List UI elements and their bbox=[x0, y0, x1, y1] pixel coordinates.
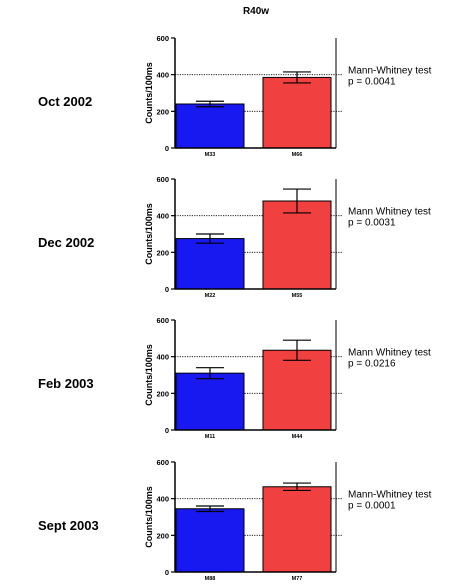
bar bbox=[175, 238, 245, 290]
category-label: M77 bbox=[292, 576, 303, 582]
y-tick-label: 600 bbox=[156, 458, 169, 467]
y-tick-label: 0 bbox=[165, 285, 169, 294]
y-tick-label: 400 bbox=[156, 495, 169, 504]
test-name: Mann-Whitney test bbox=[348, 66, 432, 77]
bar bbox=[262, 200, 332, 290]
y-tick-label: 200 bbox=[156, 107, 169, 116]
y-tick-label: 0 bbox=[165, 144, 169, 153]
bar bbox=[175, 372, 245, 431]
category-label: M55 bbox=[292, 293, 303, 299]
p-value: p = 0.0001 bbox=[348, 501, 396, 512]
y-axis-label: Counts/100ms bbox=[144, 203, 154, 265]
y-axis-label: Counts/100ms bbox=[144, 486, 154, 548]
y-tick-label: 400 bbox=[156, 212, 169, 221]
y-tick-label: 600 bbox=[156, 316, 169, 325]
bar bbox=[175, 103, 245, 149]
y-tick-label: 400 bbox=[156, 353, 169, 362]
chart-title: R40w bbox=[243, 6, 269, 17]
y-axis-label: Counts/100ms bbox=[144, 62, 154, 124]
bar bbox=[175, 508, 245, 573]
panels: Oct 2002 Counts/100ms M33 M66 0 200 400 600 Mann… bbox=[38, 34, 432, 582]
test-name: Mann Whitney test bbox=[348, 207, 431, 218]
p-value: p = 0.0041 bbox=[348, 77, 396, 88]
y-tick-label: 200 bbox=[156, 531, 169, 540]
chart-panel: Sept 2003 Counts/100ms M88 M77 0 200 400 600 Man… bbox=[38, 458, 432, 582]
y-tick-label: 200 bbox=[156, 248, 169, 257]
row-label: Sept 2003 bbox=[38, 518, 99, 533]
y-tick-label: 0 bbox=[165, 426, 169, 435]
row-label: Feb 2003 bbox=[38, 376, 94, 391]
bar bbox=[262, 486, 332, 573]
category-label: M44 bbox=[292, 434, 304, 440]
chart-panel: Oct 2002 Counts/100ms M33 M66 0 200 400 600 Mann… bbox=[38, 34, 432, 158]
p-value: p = 0.0216 bbox=[348, 359, 396, 370]
category-label: M22 bbox=[205, 293, 216, 299]
bar bbox=[262, 76, 332, 149]
category-label: M33 bbox=[205, 152, 216, 158]
bar bbox=[262, 349, 332, 431]
y-tick-label: 400 bbox=[156, 71, 169, 80]
category-label: M88 bbox=[205, 576, 216, 582]
y-tick-label: 200 bbox=[156, 389, 169, 398]
row-label: Dec 2002 bbox=[38, 235, 94, 250]
y-tick-label: 0 bbox=[165, 568, 169, 577]
row-label: Oct 2002 bbox=[38, 94, 92, 109]
chart-panel: Dec 2002 Counts/100ms M22 M55 0 200 400 600 Mann… bbox=[38, 175, 431, 299]
test-name: Mann-Whitney test bbox=[348, 490, 432, 501]
category-label: M11 bbox=[205, 434, 215, 440]
category-label: M66 bbox=[292, 152, 303, 158]
chart-panel: Feb 2003 Counts/100ms M11 M44 0 200 400 600 Mann… bbox=[38, 316, 431, 440]
test-name: Mann Whitney test bbox=[348, 348, 431, 359]
y-axis-label: Counts/100ms bbox=[144, 344, 154, 406]
y-tick-label: 600 bbox=[156, 175, 169, 184]
y-tick-label: 600 bbox=[156, 34, 169, 43]
p-value: p = 0.0031 bbox=[348, 218, 396, 229]
